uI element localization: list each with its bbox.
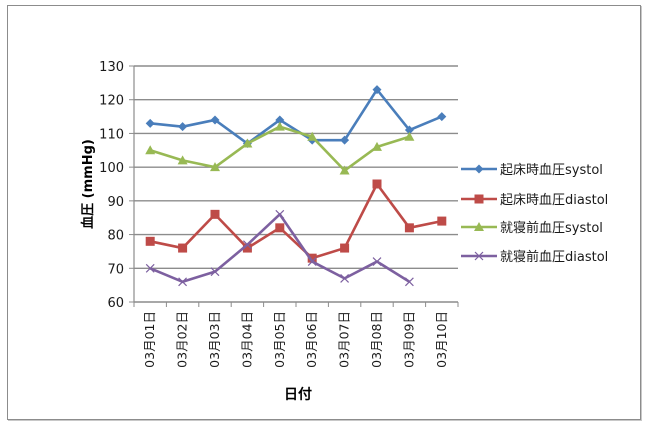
triangle-marker-icon (274, 121, 285, 131)
x-marker-icon (340, 273, 350, 283)
legend-item: 起床時血圧diastol (461, 193, 608, 208)
square-marker-icon (178, 243, 188, 253)
legend-item: 起床時血圧systol (461, 163, 603, 178)
gridlines (134, 65, 458, 269)
triangle-marker-icon (242, 138, 253, 148)
y-tick-label: 80 (107, 229, 124, 244)
diamond-marker-icon (340, 135, 350, 145)
square-marker-icon (210, 209, 220, 219)
x-tick-label: 03月03日 (207, 311, 222, 368)
triangle-marker-icon (177, 155, 188, 165)
x-tick-label: 03月07日 (337, 311, 352, 368)
triangle-marker-icon (145, 145, 156, 155)
square-marker-icon (307, 253, 317, 263)
x-marker-icon (178, 277, 188, 287)
x-marker-icon (145, 263, 155, 273)
y-tick-label: 110 (99, 127, 124, 142)
legend-item: 就寝前血圧diastol (461, 249, 608, 265)
triangle-marker-icon (404, 131, 415, 141)
square-marker-icon (275, 223, 285, 233)
x-tick-label: 03月06日 (304, 311, 319, 368)
diamond-marker-icon (437, 112, 447, 122)
diamond-marker-icon (474, 164, 484, 174)
y-tick-label: 130 (99, 60, 124, 75)
legend-label: 就寝前血圧systol (500, 220, 603, 236)
y-tick-label: 120 (99, 94, 124, 109)
x-tick-label: 03月05日 (272, 311, 287, 368)
y-tick-label: 90 (107, 195, 124, 210)
x-marker-icon (242, 240, 252, 250)
triangle-marker-icon (210, 162, 220, 172)
square-marker-icon (242, 243, 252, 253)
x-axis: 03月01日 03月02日 03月03日 03月04日 03月05日 03月06日 03月0… (133, 301, 459, 368)
diamond-marker-icon (275, 115, 285, 125)
x-marker-icon (474, 251, 484, 261)
square-marker-icon (437, 216, 447, 226)
y-axis-title: 血圧 (mmHg) (80, 139, 96, 229)
square-marker-icon (340, 243, 350, 253)
x-marker-icon (372, 257, 382, 266)
x-tick-label: 03月08日 (369, 311, 384, 368)
x-marker-icon (307, 257, 317, 266)
diamond-marker-icon (404, 125, 414, 135)
legend-label: 就寝前血圧diastol (500, 249, 608, 265)
legend-item: 就寝前血圧systol (461, 220, 603, 236)
square-marker-icon (474, 194, 484, 204)
y-tick-label: 70 (107, 262, 124, 277)
square-marker-icon (404, 223, 414, 233)
triangle-marker-icon (372, 141, 382, 151)
diamond-marker-icon (145, 118, 155, 128)
chart-frame (7, 5, 641, 420)
y-axis: 60 70 80 90 100 110 120 130 (99, 60, 135, 311)
x-tick-label: 03月10日 (434, 311, 449, 368)
legend-label: 起床時血圧systol (500, 163, 603, 178)
y-tick-label: 60 (107, 296, 124, 311)
diamond-marker-icon (210, 115, 220, 125)
diamond-marker-icon (178, 122, 188, 132)
triangle-marker-icon (307, 131, 318, 141)
x-tick-label: 03月01日 (142, 311, 157, 368)
series-1 (145, 85, 447, 149)
square-marker-icon (145, 236, 155, 246)
series-2 (145, 179, 447, 263)
y-tick-label: 100 (99, 161, 124, 176)
x-marker-icon (275, 209, 285, 219)
series-3 (145, 121, 415, 175)
legend: 起床時血圧systol 起床時血圧diastol 就寝前血圧systol 就寝前血圧d… (461, 163, 608, 265)
triangle-marker-icon (339, 165, 350, 175)
x-marker-icon (210, 267, 220, 277)
square-marker-icon (372, 179, 382, 189)
series-lines (145, 85, 447, 287)
x-tick-label: 03月04日 (239, 311, 254, 368)
x-marker-icon (404, 277, 414, 287)
x-tick-label: 03月02日 (175, 311, 190, 368)
legend-label: 起床時血圧diastol (500, 193, 608, 208)
diamond-marker-icon (372, 85, 382, 95)
x-tick-label: 03月09日 (401, 311, 416, 368)
series-4 (145, 209, 414, 287)
triangle-marker-icon (474, 222, 484, 231)
x-axis-title: 日付 (284, 386, 312, 403)
